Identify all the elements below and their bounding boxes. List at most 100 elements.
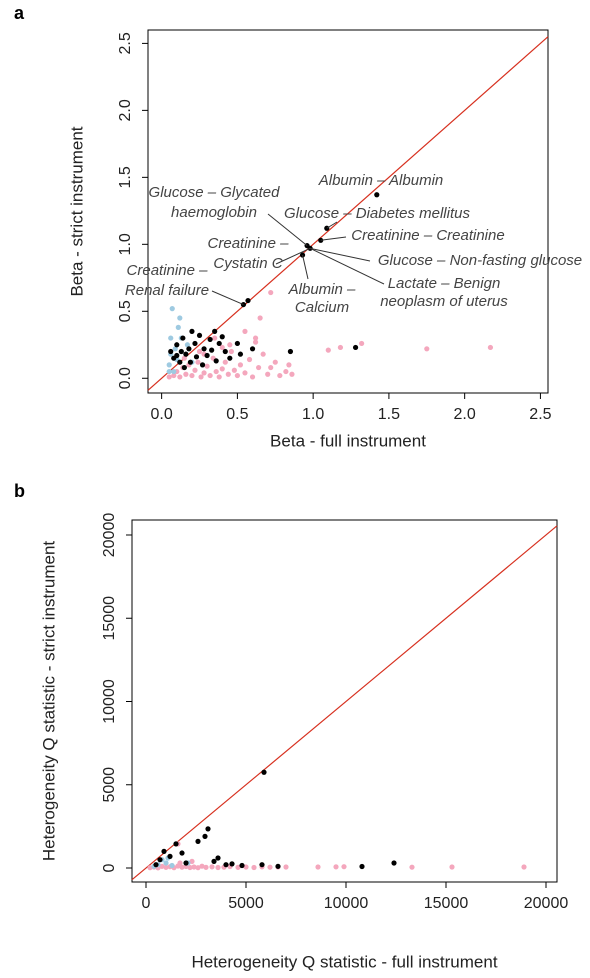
point <box>521 864 527 870</box>
point <box>239 862 245 869</box>
point <box>212 335 218 341</box>
annotation-leader <box>310 247 371 262</box>
point <box>242 370 248 376</box>
point <box>169 862 175 869</box>
point <box>325 347 331 353</box>
point <box>242 328 248 334</box>
point <box>234 340 240 347</box>
annotation: Albumin – Albumin <box>318 172 444 189</box>
point <box>283 368 289 375</box>
point <box>201 370 207 376</box>
point <box>215 855 221 861</box>
point <box>277 372 283 379</box>
annotation: haemoglobin <box>171 204 257 221</box>
point <box>259 862 265 868</box>
y-tick-label: 20000 <box>101 513 118 558</box>
x-tick-label: 2.0 <box>454 406 476 423</box>
x-tick-label: 1.5 <box>378 406 400 423</box>
point <box>189 372 195 379</box>
y-tick-label: 1.5 <box>117 166 134 188</box>
point <box>213 358 219 364</box>
point <box>359 863 365 870</box>
point <box>227 342 233 348</box>
point <box>249 346 256 352</box>
point <box>179 850 185 856</box>
identity-line <box>131 525 558 881</box>
point <box>257 315 263 321</box>
y-axis-title: Heterogeneity Q statistic - strict instr… <box>39 541 58 862</box>
point <box>177 860 183 866</box>
y-tick-label: 5000 <box>101 767 118 803</box>
point <box>171 372 177 379</box>
x-tick-label: 20000 <box>524 895 569 912</box>
point <box>245 297 251 304</box>
x-tick-label: 2.5 <box>529 406 551 423</box>
point <box>193 354 200 360</box>
point <box>199 362 206 368</box>
point <box>272 359 278 365</box>
point <box>243 864 249 870</box>
point <box>234 372 240 379</box>
point <box>209 864 215 870</box>
y-tick-label: 10000 <box>101 679 118 724</box>
point <box>341 864 347 870</box>
point <box>307 245 313 251</box>
point <box>235 864 241 870</box>
x-tick-label: 5000 <box>228 895 264 912</box>
point <box>187 864 193 871</box>
point <box>168 335 174 341</box>
point <box>215 864 221 871</box>
point <box>219 366 225 372</box>
point <box>192 367 198 373</box>
annotation-leader <box>302 254 309 280</box>
point <box>192 340 198 347</box>
point <box>256 364 262 371</box>
panel-label: a <box>14 3 25 23</box>
point <box>179 864 185 870</box>
point <box>391 860 397 866</box>
y-tick-label: 0.5 <box>117 300 134 322</box>
point <box>167 853 173 859</box>
annotation-leader <box>211 290 244 306</box>
point <box>374 192 380 198</box>
y-tick-label: 15000 <box>101 596 118 641</box>
point <box>237 362 244 368</box>
point <box>166 368 172 375</box>
point <box>265 371 271 377</box>
point <box>189 328 195 334</box>
x-tick-label: 0 <box>142 895 151 912</box>
panel-label: b <box>14 481 25 501</box>
annotation: neoplasm of uterus <box>380 293 508 310</box>
point <box>268 364 274 371</box>
annotation: Albumin – <box>288 281 356 298</box>
plot-frame <box>131 519 558 883</box>
point <box>174 352 180 359</box>
annotation: Cystatin C <box>213 255 282 272</box>
point <box>187 359 194 365</box>
point <box>207 372 213 379</box>
point <box>449 864 455 870</box>
point <box>183 351 189 357</box>
point <box>183 860 189 866</box>
point <box>252 335 259 341</box>
annotation: Creatinine – <box>208 235 290 252</box>
point <box>184 342 190 348</box>
point <box>409 864 415 870</box>
point <box>222 348 228 355</box>
point <box>161 848 167 854</box>
point <box>180 335 186 341</box>
annotation: Creatinine – <box>127 262 209 279</box>
point <box>186 346 192 352</box>
point <box>191 864 197 870</box>
y-axis-title: Beta - strict instrument <box>67 126 86 296</box>
point <box>178 348 184 355</box>
point <box>171 368 177 375</box>
x-axis-title: Heterogeneity Q statistic - full instrum… <box>191 952 497 971</box>
annotation: Glucose – Diabetes mellitus <box>284 205 470 222</box>
point <box>246 356 253 363</box>
annotation: Renal failure <box>125 282 209 299</box>
point <box>283 864 289 870</box>
point <box>352 344 359 351</box>
point <box>275 863 281 869</box>
annotation: Creatinine – Creatinine <box>351 227 504 244</box>
